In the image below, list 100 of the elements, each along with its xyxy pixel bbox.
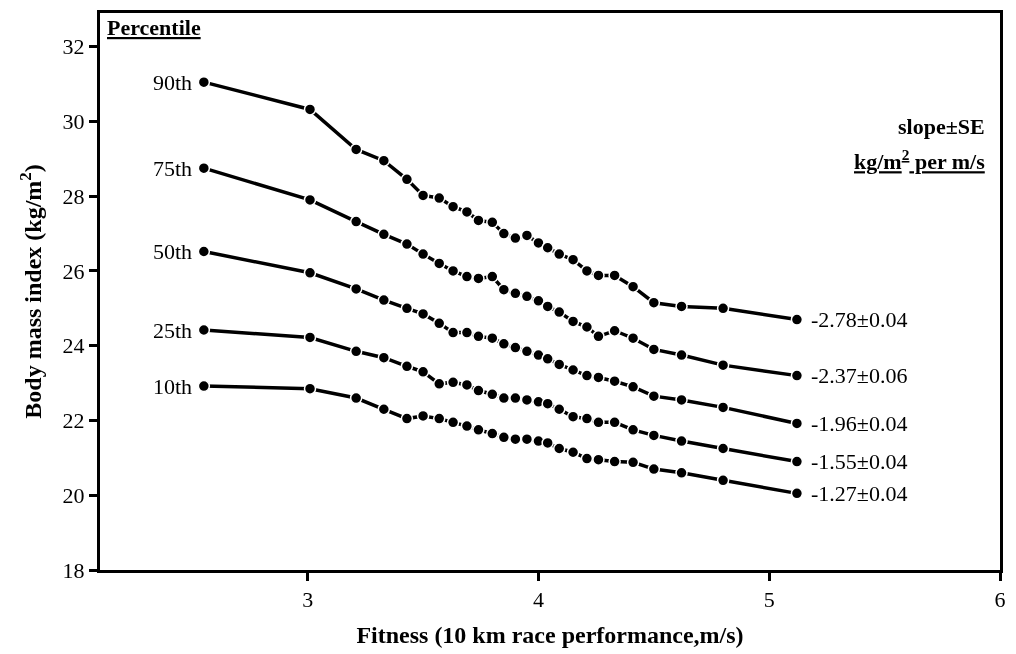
point xyxy=(790,487,804,500)
point xyxy=(520,290,534,303)
point xyxy=(647,389,661,403)
point xyxy=(626,380,640,394)
point xyxy=(509,231,522,245)
y-tick-label: 30 xyxy=(62,109,85,135)
x-tick-label: 5 xyxy=(763,587,775,613)
point xyxy=(349,215,363,228)
annotation: -2.78±0.04 xyxy=(811,307,908,332)
point xyxy=(486,331,499,345)
point xyxy=(472,272,485,285)
point xyxy=(446,416,460,429)
x-axis-title: Fitness (10 km race performance,m/s) xyxy=(356,621,744,648)
point xyxy=(580,412,594,425)
point xyxy=(541,436,554,450)
annotation: kg/m$^{2}$ per m/s xyxy=(854,146,986,175)
point xyxy=(416,409,430,423)
point xyxy=(472,384,485,397)
point xyxy=(608,455,621,468)
point xyxy=(790,369,804,382)
point xyxy=(626,423,640,437)
y-tick-label: 22 xyxy=(62,408,85,434)
point xyxy=(446,376,460,389)
point xyxy=(520,432,534,446)
point xyxy=(400,173,414,186)
point xyxy=(303,382,317,395)
point xyxy=(520,393,534,407)
point xyxy=(552,442,566,455)
point xyxy=(460,270,474,283)
point xyxy=(377,351,391,364)
point xyxy=(497,391,511,405)
y-tick-label: 26 xyxy=(62,258,85,284)
point xyxy=(790,417,804,430)
point xyxy=(541,241,554,255)
point xyxy=(566,253,580,266)
point xyxy=(716,442,730,455)
y-tick-label: 20 xyxy=(62,482,85,508)
point xyxy=(460,326,474,339)
series-label: 25th xyxy=(153,318,193,343)
point xyxy=(509,391,522,405)
point xyxy=(486,270,499,283)
point xyxy=(303,193,317,207)
point xyxy=(497,337,511,351)
series-label: 50th xyxy=(153,239,193,264)
point xyxy=(497,431,511,444)
point xyxy=(647,296,661,309)
point xyxy=(509,432,522,446)
point xyxy=(486,216,499,229)
point xyxy=(377,228,391,241)
point xyxy=(377,293,391,307)
y-tick-label: 18 xyxy=(62,557,85,583)
point xyxy=(197,379,211,393)
point xyxy=(566,445,580,459)
point xyxy=(647,462,661,476)
point xyxy=(566,315,580,328)
point xyxy=(580,264,594,278)
point xyxy=(790,313,804,326)
annotation: -1.27±0.04 xyxy=(811,481,908,506)
point xyxy=(716,358,730,372)
point xyxy=(446,326,460,339)
point xyxy=(446,200,460,213)
point xyxy=(608,374,621,388)
point xyxy=(460,205,474,219)
point xyxy=(520,229,534,242)
point xyxy=(532,294,545,308)
point xyxy=(592,269,605,282)
x-tick-label: 3 xyxy=(302,587,314,613)
point xyxy=(400,360,414,373)
point xyxy=(790,455,804,468)
point xyxy=(349,143,363,156)
point xyxy=(197,323,211,337)
point xyxy=(400,302,414,315)
point xyxy=(580,369,594,382)
point xyxy=(552,305,566,319)
point xyxy=(416,247,430,261)
point xyxy=(592,371,605,384)
point xyxy=(580,320,594,334)
series-label: 10th xyxy=(153,374,193,399)
point xyxy=(532,236,545,250)
point xyxy=(552,358,566,371)
point xyxy=(716,474,730,487)
series-label: 90th xyxy=(153,70,193,95)
point xyxy=(486,427,499,440)
point xyxy=(716,302,730,315)
point xyxy=(349,391,363,405)
x-tick-label: 6 xyxy=(994,587,1006,613)
point xyxy=(432,257,446,270)
point xyxy=(552,403,566,416)
point xyxy=(580,452,594,465)
point xyxy=(497,227,511,240)
point xyxy=(647,343,661,356)
point xyxy=(460,419,474,433)
x-tick-label: 4 xyxy=(532,587,544,613)
point xyxy=(520,345,534,358)
point xyxy=(303,103,317,116)
point xyxy=(377,154,391,167)
point xyxy=(432,412,446,425)
y-tick-label: 24 xyxy=(62,333,85,359)
point xyxy=(416,365,430,379)
y-tick-label: 28 xyxy=(62,183,85,209)
